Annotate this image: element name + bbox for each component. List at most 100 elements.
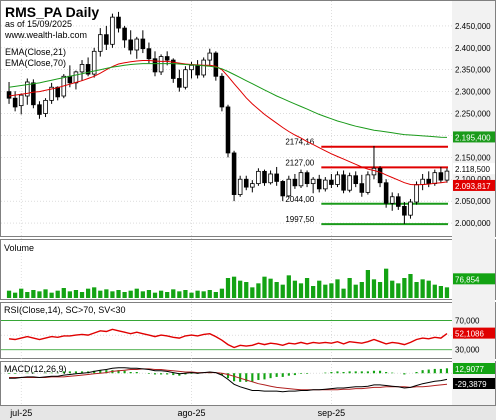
volume-bar [98,290,103,298]
volume-bar [256,283,261,298]
macd-line [9,367,448,393]
volume-bar [365,270,371,298]
volume-bar [25,292,30,298]
candle-down [396,196,401,207]
volume-bar [323,284,328,298]
volume-bar [122,292,127,298]
last-value-volume: 76,854 [455,275,480,284]
volume-bar [347,278,352,298]
last-value-macd-bg [453,378,495,389]
volume-bar [298,283,304,298]
candle-down [128,39,133,51]
candle-down [353,175,359,185]
volume-bar [262,276,267,298]
volume-bar [426,280,431,298]
macd-title: MACD(12,26,9) [4,364,67,374]
candle-down [219,75,225,108]
candle-up [298,172,304,187]
candle-down [152,58,158,73]
candle-down [402,205,407,216]
last-value-volume-bg [453,273,495,285]
volume-bar [128,290,133,298]
rsi-tick-label: 30,000 [455,346,480,355]
candle-down [377,167,383,184]
volume-bar [274,282,279,298]
volume-bar [207,290,212,298]
volume-bar [104,289,109,298]
volume-bar [359,282,364,298]
volume-bar [61,288,66,298]
volume-bar [408,274,413,298]
candle-down [177,78,182,88]
volume-bar [225,278,231,298]
volume-bar [250,287,255,298]
volume-bar [43,289,48,298]
candle-down [292,178,298,187]
volume-bar [244,282,249,298]
volume-bar [165,292,170,298]
volume-bar [432,284,437,298]
candle-up [256,170,261,185]
candle-up [79,64,85,73]
x-tick-label: sep-25 [318,408,346,418]
candle-down [383,182,389,204]
volume-bar [292,280,298,298]
volume-bar [195,290,200,298]
volume-bar [12,292,18,298]
candle-up [158,56,164,73]
price-tick-label: 2.300,000 [455,88,491,97]
candle-down [195,64,200,76]
candle-down [104,34,109,45]
chart-title: RMS_PA Daily [5,4,99,20]
candle-down [12,97,18,108]
volume-layer [6,268,450,298]
candle-up [414,184,419,203]
volume-bar [31,290,36,298]
volume-bar [219,288,225,298]
candle-up [420,178,425,185]
price-panel-frame [0,0,496,237]
candle-down [316,178,322,190]
price-tick-label: 2.400,000 [455,44,491,53]
price-tick-label: 2.250,000 [455,110,491,119]
volume-bar [152,292,158,298]
last-value-ema21-bg [453,179,495,191]
volume-bar [19,288,24,298]
volume-bar [189,292,194,298]
candle-up [207,52,213,61]
candle-down [225,106,231,154]
candle-down [304,172,310,185]
volume-bar [85,288,91,298]
volume-bar [280,284,285,298]
candle-up [365,174,371,193]
x-axis-layer: jul-25 ago-25 sep-25 [9,408,345,418]
candle-down [438,172,444,181]
volume-bar [384,268,389,298]
last-value-rsi: 52,1086 [455,330,484,339]
volume-bar [171,289,176,298]
candle-up [134,38,140,51]
x-tick-label: jul-25 [9,408,32,418]
volume-bar [201,291,206,298]
volume-title: Volume [4,243,34,253]
volume-bar [420,279,425,298]
candle-up [389,196,395,204]
volume-bar [396,283,401,298]
rsi-panel-frame [0,302,496,359]
candle-down [170,59,176,79]
volume-bar [134,288,139,298]
candle-up [237,178,243,195]
candle-up [97,34,103,52]
candle-down [116,16,121,29]
volume-bar [444,287,450,298]
candle-down [280,181,286,197]
volume-bar [140,291,145,298]
volume-bar [390,280,395,298]
price-tick-label: 2.100,000 [455,175,491,184]
volume-bar [213,292,218,298]
candle-up [189,64,194,71]
candle-up [49,86,54,101]
macd-layer [1,367,452,393]
candle-down [31,82,36,106]
legend-ema70: EMA(Close,70) [5,58,66,68]
